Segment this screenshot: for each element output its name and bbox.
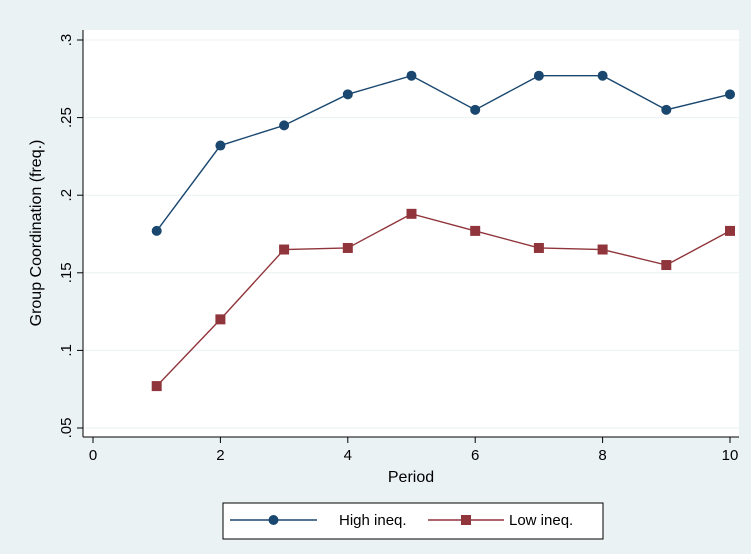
data-point bbox=[406, 208, 417, 219]
y-tick-label: .3 bbox=[58, 34, 75, 47]
data-point bbox=[151, 381, 162, 392]
x-tick-label: 8 bbox=[598, 447, 606, 464]
x-tick-label: 4 bbox=[344, 447, 352, 464]
y-tick-label: .1 bbox=[58, 344, 75, 357]
y-axis-ticks: .05 .1 .15 .2 .25 .3 bbox=[58, 34, 83, 439]
x-axis-ticks: 0 2 4 6 8 10 bbox=[89, 437, 739, 464]
data-point bbox=[725, 89, 735, 100]
y-tick-label: .15 bbox=[58, 262, 75, 283]
data-point bbox=[215, 140, 226, 151]
data-point bbox=[279, 120, 290, 131]
x-tick-label: 2 bbox=[216, 447, 224, 464]
data-point bbox=[725, 225, 735, 236]
data-point bbox=[597, 244, 608, 255]
y-tick-label: .05 bbox=[58, 418, 75, 439]
data-point bbox=[342, 242, 353, 253]
series-line bbox=[156, 74, 731, 232]
legend-label: High ineq. bbox=[339, 512, 407, 529]
legend-marker bbox=[268, 515, 279, 525]
x-tick-label: 6 bbox=[471, 447, 479, 464]
x-tick-label: 0 bbox=[89, 447, 97, 464]
data-point bbox=[470, 104, 481, 115]
y-tick-label: .25 bbox=[58, 107, 75, 128]
grid bbox=[83, 39, 739, 429]
data-point bbox=[279, 244, 290, 255]
legend-item: High ineq. bbox=[230, 512, 407, 529]
data-point bbox=[661, 260, 672, 271]
x-tick-label: 10 bbox=[722, 447, 739, 464]
series-2 bbox=[151, 208, 735, 392]
y-axis-title: Group Coordination (freq.) bbox=[28, 140, 45, 327]
data-point bbox=[533, 242, 544, 253]
data-point bbox=[151, 225, 162, 236]
series-layer bbox=[151, 70, 735, 392]
legend-marker bbox=[461, 515, 471, 525]
data-point bbox=[533, 70, 544, 81]
y-tick-label: .2 bbox=[58, 189, 75, 202]
plot-area bbox=[83, 30, 739, 437]
series-line bbox=[156, 213, 731, 387]
legend-box bbox=[222, 502, 604, 540]
data-point bbox=[215, 314, 226, 325]
legend-item: Low ineq. bbox=[428, 512, 573, 529]
data-point bbox=[597, 70, 608, 81]
data-point bbox=[470, 225, 481, 236]
legend: High ineq. Low ineq. bbox=[222, 502, 604, 540]
x-axis-title: Period bbox=[388, 469, 434, 486]
data-point bbox=[406, 70, 417, 81]
data-point bbox=[342, 89, 353, 100]
series-1 bbox=[151, 70, 735, 236]
legend-label: Low ineq. bbox=[509, 512, 573, 529]
data-point bbox=[661, 104, 672, 115]
